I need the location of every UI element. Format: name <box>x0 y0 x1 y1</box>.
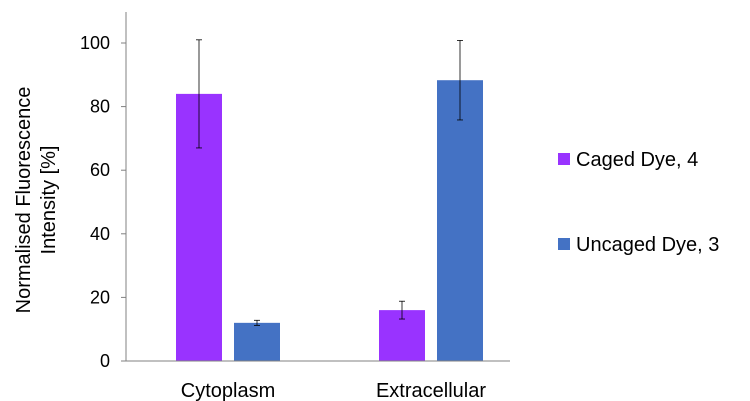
y-tick-label: 60 <box>90 160 110 180</box>
legend: Caged Dye, 4 Uncaged Dye, 3 <box>558 149 719 256</box>
y-axis-title: Normalised Fluorescence Intensity [%] <box>13 87 60 314</box>
y-axis-ticks: 0 20 40 60 80 100 <box>80 33 126 371</box>
bar <box>234 322 280 361</box>
x-category-label: Extracellular <box>376 380 486 401</box>
y-tick-label: 0 <box>100 351 110 371</box>
y-tick-label: 20 <box>90 287 110 307</box>
y-tick-label: 100 <box>80 33 110 53</box>
legend-swatch <box>558 238 570 250</box>
y-tick-label: 40 <box>90 224 110 244</box>
error-bars <box>196 39 463 326</box>
bar <box>437 80 483 362</box>
x-axis-category-labels: Cytoplasm Extracellular <box>181 380 487 401</box>
x-category-label: Cytoplasm <box>181 380 275 401</box>
legend-label: Uncaged Dye, 3 <box>576 234 719 256</box>
y-tick-label: 80 <box>90 97 110 117</box>
bars <box>176 80 483 362</box>
y-axis-title-line: Intensity [%] <box>38 146 60 255</box>
legend-label: Caged Dye, 4 <box>576 149 698 171</box>
legend-swatch <box>558 153 570 165</box>
y-axis-title-line: Normalised Fluorescence <box>13 87 35 314</box>
